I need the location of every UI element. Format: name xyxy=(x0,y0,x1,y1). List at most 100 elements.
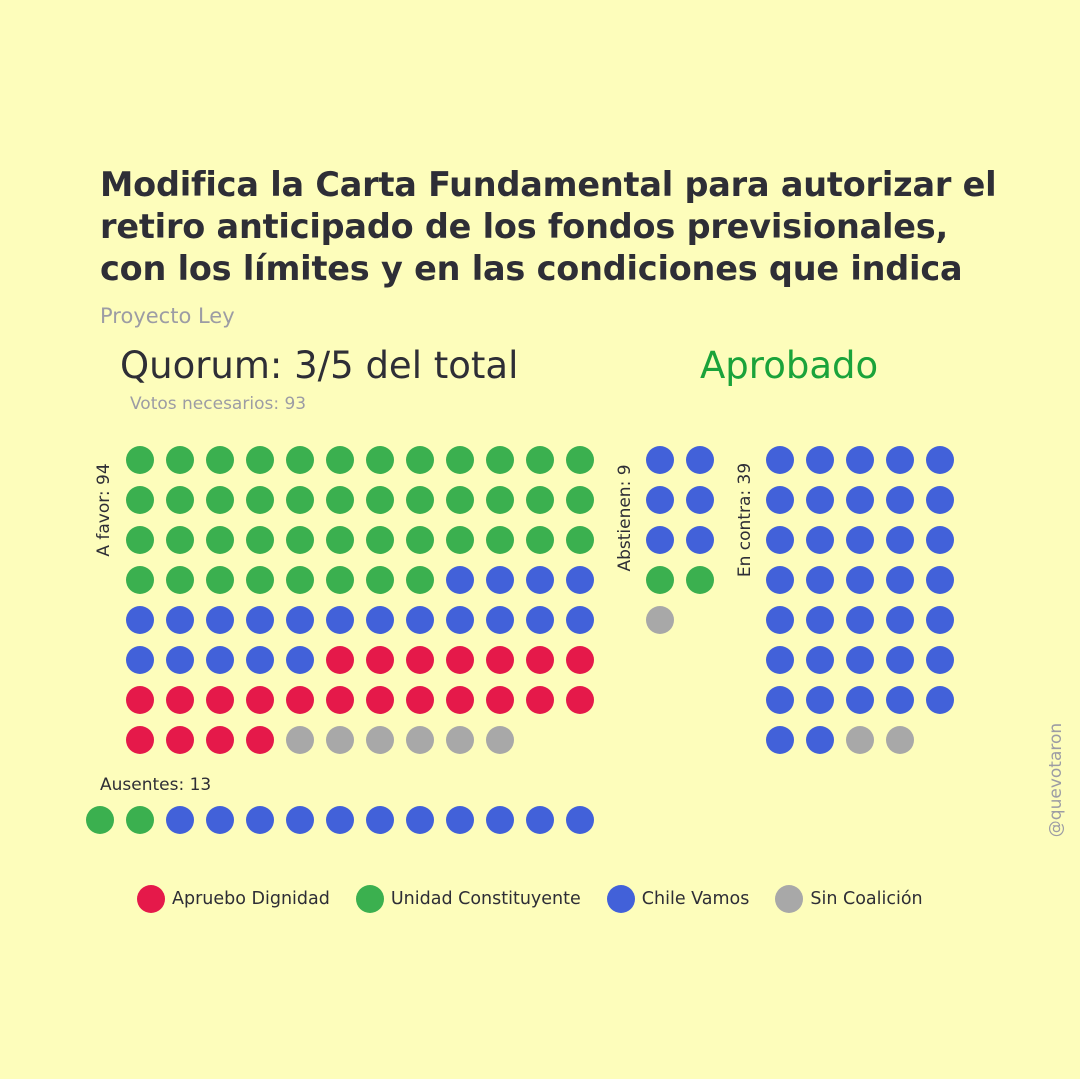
vote-dot-a-favor xyxy=(366,566,394,594)
legend-swatch-unidad-constituyente xyxy=(355,885,384,913)
vote-dot-a-favor xyxy=(166,486,194,514)
vote-dot-a-favor xyxy=(446,646,474,674)
vote-dot-a-favor xyxy=(366,726,394,754)
vote-dot-ausentes xyxy=(246,806,274,834)
vote-dot-a-favor xyxy=(206,566,234,594)
vote-dot-a-favor xyxy=(246,646,274,674)
vote-dot-a-favor xyxy=(526,486,554,514)
vote-dot-a-favor xyxy=(126,726,154,754)
vote-dot-en-contra xyxy=(806,686,834,714)
vote-dot-a-favor xyxy=(166,606,194,634)
legend-item-apruebo-dignidad: Apruebo Dignidad xyxy=(137,885,330,913)
vote-dot-a-favor xyxy=(206,606,234,634)
legend-label-sin-coalicion: Sin Coalición xyxy=(810,889,923,909)
vote-dot-a-favor xyxy=(286,566,314,594)
vote-dot-a-favor xyxy=(326,526,354,554)
vote-dot-a-favor xyxy=(166,646,194,674)
vote-dot-en-contra xyxy=(886,526,914,554)
vote-dot-a-favor xyxy=(326,726,354,754)
vote-dot-en-contra xyxy=(926,606,954,634)
vote-dot-ausentes xyxy=(86,806,114,834)
vote-dot-en-contra xyxy=(846,526,874,554)
vote-dot-a-favor xyxy=(526,526,554,554)
vote-dot-a-favor xyxy=(326,646,354,674)
vote-dot-a-favor xyxy=(366,486,394,514)
vote-dot-a-favor xyxy=(206,486,234,514)
vote-dot-a-favor xyxy=(406,566,434,594)
vote-dot-a-favor xyxy=(486,686,514,714)
vote-dot-a-favor xyxy=(166,566,194,594)
vote-dot-a-favor xyxy=(526,606,554,634)
vote-dot-en-contra xyxy=(846,686,874,714)
vote-dot-a-favor xyxy=(366,646,394,674)
vote-dot-a-favor xyxy=(286,446,314,474)
vote-dot-a-favor xyxy=(286,526,314,554)
vote-dot-en-contra xyxy=(806,526,834,554)
vote-dot-a-favor xyxy=(286,686,314,714)
vote-dot-a-favor xyxy=(126,646,154,674)
legend-label-apruebo-dignidad: Apruebo Dignidad xyxy=(172,889,330,909)
vote-dot-a-favor xyxy=(406,526,434,554)
vote-dot-ausentes xyxy=(286,806,314,834)
vote-dot-a-favor xyxy=(486,726,514,754)
vote-dot-a-favor xyxy=(486,566,514,594)
vote-dot-a-favor xyxy=(326,606,354,634)
vote-dot-a-favor xyxy=(206,446,234,474)
legend: Apruebo Dignidad Unidad Constituyente Ch… xyxy=(137,885,949,913)
vote-dot-a-favor xyxy=(526,566,554,594)
vote-dot-a-favor xyxy=(166,526,194,554)
chart-title: Modifica la Carta Fundamental para autor… xyxy=(100,165,997,288)
vote-dot-en-contra xyxy=(766,526,794,554)
vote-dot-abstienen xyxy=(646,526,674,554)
vote-dot-abstienen xyxy=(646,486,674,514)
legend-label-chile-vamos: Chile Vamos xyxy=(641,889,750,909)
vote-dot-a-favor xyxy=(166,446,194,474)
vote-dot-en-contra xyxy=(846,486,874,514)
vote-dot-en-contra xyxy=(806,726,834,754)
vote-dot-ausentes xyxy=(206,806,234,834)
vote-dot-a-favor xyxy=(366,606,394,634)
legend-swatch-sin-coalicion xyxy=(775,885,804,913)
vote-dot-en-contra xyxy=(806,446,834,474)
legend-item-sin-coalicion: Sin Coalición xyxy=(775,885,923,913)
vote-dot-a-favor xyxy=(326,686,354,714)
vote-dot-ausentes xyxy=(366,806,394,834)
vote-dot-a-favor xyxy=(206,686,234,714)
vote-dot-en-contra xyxy=(926,446,954,474)
vote-dot-abstienen xyxy=(686,446,714,474)
vote-dot-a-favor xyxy=(246,446,274,474)
vote-dot-en-contra xyxy=(886,606,914,634)
vote-dot-ausentes xyxy=(566,806,594,834)
vote-dot-a-favor xyxy=(566,446,594,474)
vote-dot-en-contra xyxy=(886,726,914,754)
legend-item-unidad-constituyente: Unidad Constituyente xyxy=(355,885,581,913)
result-status: Aprobado xyxy=(700,344,879,387)
vote-dot-a-favor xyxy=(566,526,594,554)
legend-swatch-apruebo-dignidad xyxy=(137,885,165,913)
vote-dot-en-contra xyxy=(806,606,834,634)
legend-item-chile-vamos: Chile Vamos xyxy=(606,885,750,913)
vote-dot-a-favor xyxy=(166,726,194,754)
vote-dot-en-contra xyxy=(846,446,874,474)
vote-dot-a-favor xyxy=(566,686,594,714)
vote-dot-a-favor xyxy=(126,686,154,714)
vote-dot-en-contra xyxy=(806,566,834,594)
vote-dot-en-contra xyxy=(766,566,794,594)
vote-dot-a-favor xyxy=(406,486,434,514)
vote-dot-a-favor xyxy=(326,566,354,594)
vote-dot-en-contra xyxy=(766,486,794,514)
vote-dot-en-contra xyxy=(766,726,794,754)
vote-dot-a-favor xyxy=(286,486,314,514)
vote-dot-a-favor xyxy=(566,646,594,674)
vote-dot-en-contra xyxy=(926,486,954,514)
vote-dot-en-contra xyxy=(846,726,874,754)
vote-dot-en-contra xyxy=(766,606,794,634)
vote-dot-a-favor xyxy=(486,606,514,634)
vote-dot-a-favor xyxy=(446,606,474,634)
vote-dot-a-favor xyxy=(286,646,314,674)
legend-label-unidad-constituyente: Unidad Constituyente xyxy=(390,889,581,909)
vote-dot-en-contra xyxy=(766,686,794,714)
vote-dot-a-favor xyxy=(246,686,274,714)
vote-dot-en-contra xyxy=(846,606,874,634)
